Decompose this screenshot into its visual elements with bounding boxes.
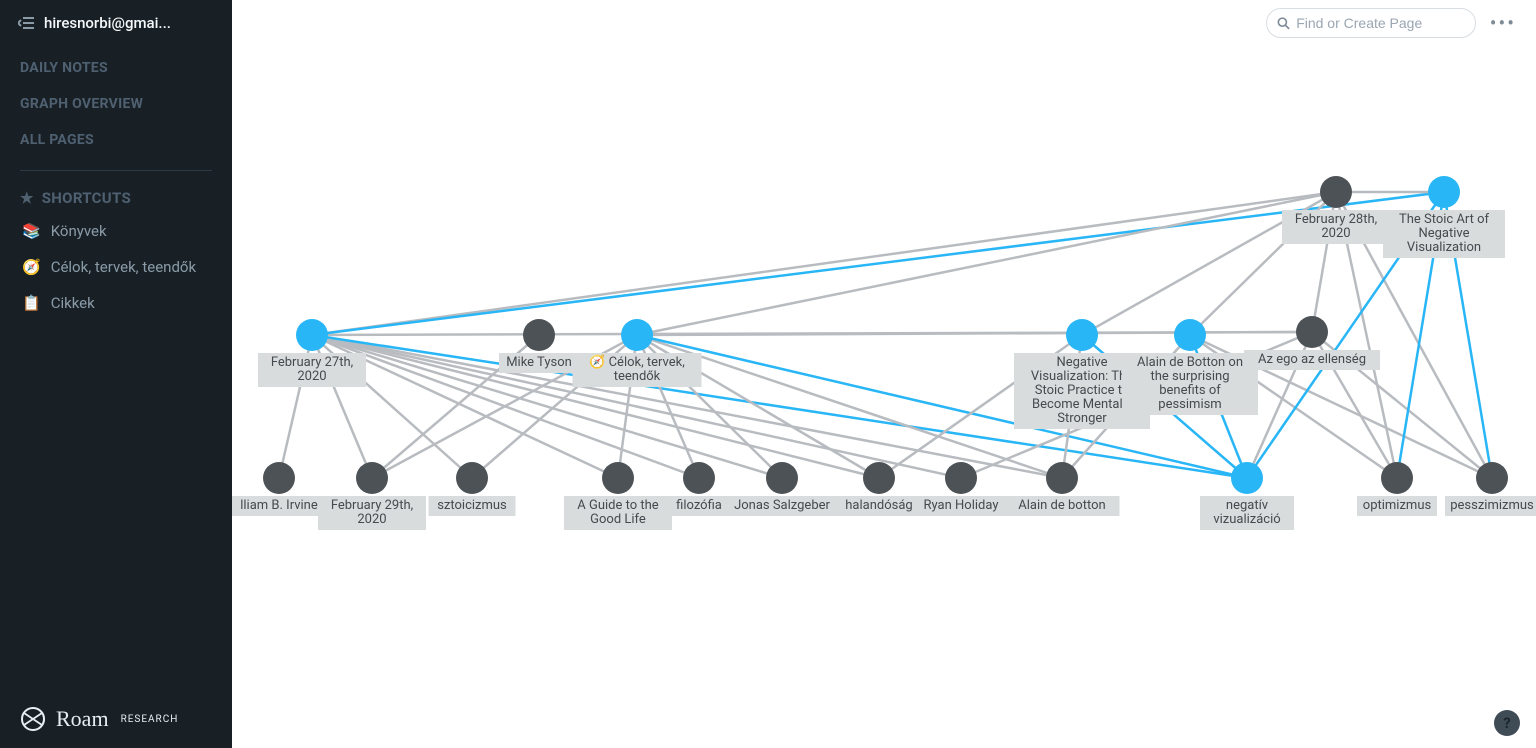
shortcut-label: Könyvek	[51, 222, 107, 240]
graph-node-label: teendők	[614, 369, 661, 384]
graph-node[interactable]: Az ego az ellenség	[1244, 316, 1380, 370]
graph-node[interactable]: February 28th,2020	[1282, 176, 1390, 244]
graph-node-label: 2020	[357, 512, 386, 527]
graph-node-label: vizualizáció	[1213, 512, 1280, 527]
nav-separator	[20, 170, 212, 171]
graph-node-label: Negative	[1056, 355, 1107, 370]
sidebar: hiresnorbi@gmai... DAILY NOTES GRAPH OVE…	[0, 0, 232, 748]
graph-node[interactable]: sztoicizmus	[429, 462, 516, 516]
graph-node-label: pessimism	[1158, 397, 1221, 412]
graph-node-label: optimizmus	[1363, 498, 1432, 513]
graph-node-label: Stronger	[1057, 411, 1107, 426]
graph-node-label: benefits of	[1159, 383, 1221, 398]
graph-canvas[interactable]: February 27th,2020Mike Tyson🧭 Célok, ter…	[232, 0, 1536, 748]
clipboard-icon: 📋	[22, 294, 41, 312]
graph-node-label: negatív	[1226, 498, 1269, 513]
nav-all-pages[interactable]: ALL PAGES	[0, 122, 232, 158]
graph-node[interactable]: February 29th,2020	[318, 462, 426, 530]
nav-daily-notes[interactable]: DAILY NOTES	[0, 50, 232, 86]
graph-node-label: Jonas Salzgeber	[734, 498, 830, 513]
graph-node[interactable]: optimizmus	[1357, 462, 1437, 516]
graph-node-label: The Stoic Art of	[1399, 212, 1490, 227]
graph-node-label: the surprising	[1150, 369, 1229, 384]
graph-node-label: February 28th,	[1295, 212, 1377, 227]
graph-edge	[637, 192, 1336, 335]
graph-node[interactable]: Jonas Salzgeber	[725, 462, 840, 516]
graph-node-label: Stoic Practice to	[1035, 383, 1130, 398]
brand-sub: RESEARCH	[121, 714, 179, 725]
graph-node[interactable]: Mike Tyson	[499, 319, 579, 373]
graph-node-label: Mike Tyson	[506, 355, 572, 370]
graph-edge	[312, 192, 1336, 335]
graph-node[interactable]: pesszimizmus	[1445, 462, 1536, 516]
shortcut-item[interactable]: 📋 Cikkek	[0, 285, 232, 321]
graph-node-label: halandóság	[845, 498, 912, 513]
nav-graph-overview[interactable]: GRAPH OVERVIEW	[0, 86, 232, 122]
star-icon: ★	[20, 189, 34, 207]
graph-node-label: Visualization	[1407, 240, 1481, 255]
db-name: hiresnorbi@gmai...	[44, 14, 171, 32]
graph-node[interactable]: A Guide to theGood Life	[564, 462, 672, 530]
graph-node-label: 🧭 Célok, tervek,	[589, 354, 685, 370]
graph-node-label: A Guide to the	[577, 498, 659, 513]
menu-collapse-icon	[18, 16, 34, 30]
roam-logo-icon	[20, 706, 46, 732]
shortcut-label: Célok, tervek, teendők	[51, 258, 196, 276]
shortcuts-header-label: SHORTCUTS	[42, 189, 131, 207]
graph-node-label: Ryan Holiday	[923, 498, 998, 513]
shortcut-label: Cikkek	[51, 294, 95, 312]
graph-node-label: Negative	[1418, 226, 1469, 241]
graph-node-label: Become Mentally	[1032, 397, 1132, 412]
graph-edge	[637, 332, 1312, 335]
graph-node[interactable]: The Stoic Art ofNegativeVisualization	[1383, 176, 1505, 258]
graph-node-label: pesszimizmus	[1450, 498, 1534, 513]
brand-word: Roam	[56, 706, 109, 732]
graph-node-label: 2020	[297, 369, 326, 384]
graph-node-label: filozófia	[676, 498, 722, 513]
graph-node-label: sztoicizmus	[437, 498, 507, 513]
help-button[interactable]: ?	[1494, 710, 1520, 736]
graph-node-label: Az ego az ellenség	[1258, 352, 1366, 367]
graph-node[interactable]: 🧭 Célok, tervek,teendők	[573, 319, 702, 387]
shortcut-item[interactable]: 🧭 Célok, tervek, teendők	[0, 249, 232, 285]
shortcut-item[interactable]: 📚 Könyvek	[0, 213, 232, 249]
graph-node-label: Alain de Botton on	[1137, 355, 1243, 370]
books-icon: 📚	[22, 222, 41, 240]
brand[interactable]: Roam RESEARCH	[0, 690, 232, 748]
db-row[interactable]: hiresnorbi@gmai...	[0, 0, 232, 42]
compass-icon: 🧭	[22, 258, 41, 276]
graph-node-label: Visualization: The	[1031, 369, 1133, 384]
graph-node-label: Good Life	[590, 512, 646, 527]
graph-edge	[312, 192, 1444, 335]
graph-node-label: February 27th,	[271, 355, 353, 370]
nav: DAILY NOTES GRAPH OVERVIEW ALL PAGES	[0, 42, 232, 164]
graph-node-label: lliam B. Irvine	[240, 498, 318, 513]
graph-node-label: 2020	[1321, 226, 1350, 241]
shortcuts-header: ★ SHORTCUTS	[0, 181, 232, 213]
main-panel: ••• February 27th,2020Mike Tyson🧭 Célok,…	[232, 0, 1536, 748]
graph-node-label: February 29th,	[331, 498, 413, 513]
graph-node-label: Alain de botton	[1018, 498, 1105, 513]
